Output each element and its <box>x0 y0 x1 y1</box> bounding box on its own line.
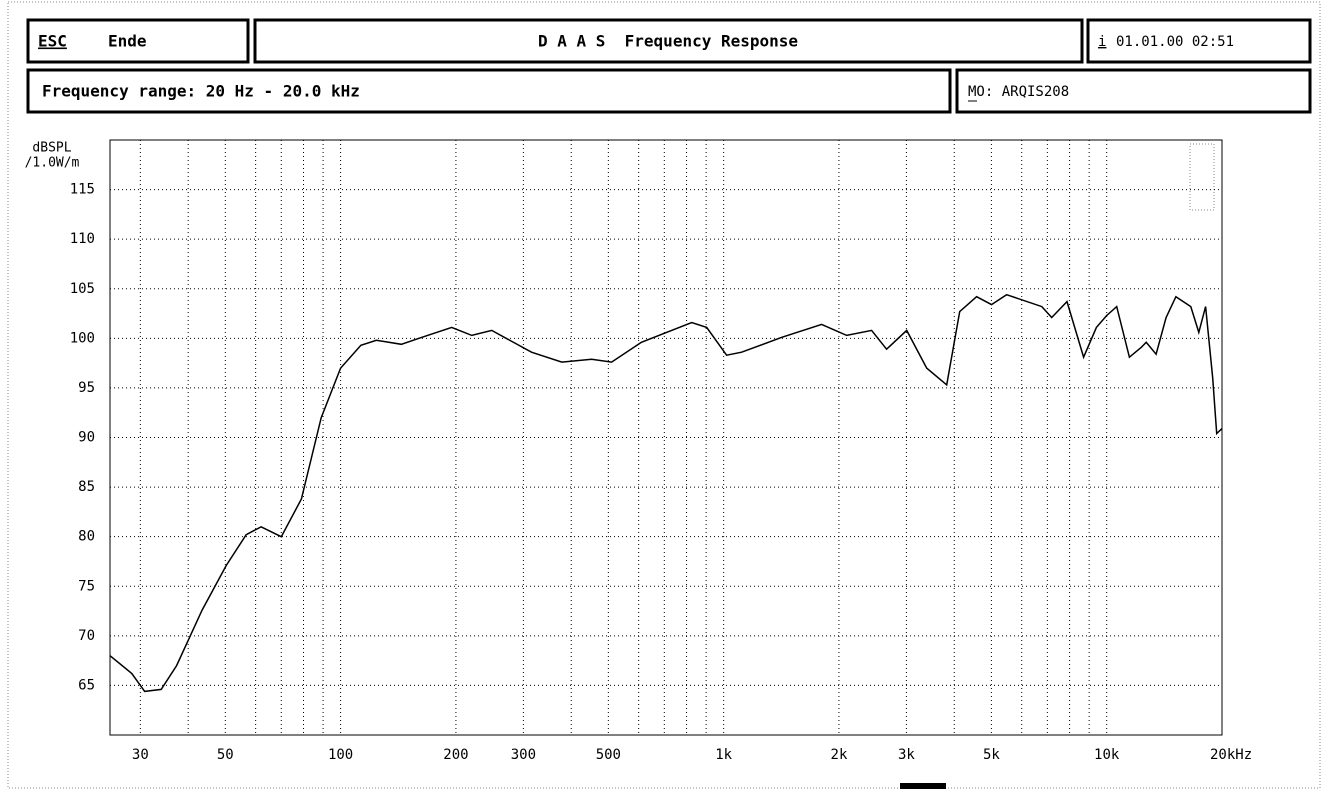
y-tick-label: 100 <box>70 330 95 346</box>
x-tick-label: 20kHz <box>1210 747 1252 763</box>
scale-icon <box>1189 143 1215 211</box>
y-tick-label: 85 <box>78 479 95 495</box>
y-tick-label: 110 <box>70 231 95 247</box>
x-tick-label: 500 <box>596 747 621 763</box>
x-tick-label: 300 <box>511 747 536 763</box>
y-label: /1.0W/m <box>25 156 80 171</box>
y-label: dBSPL <box>32 141 71 156</box>
range: Frequency range: 20 Hz - 20.0 kHz <box>42 82 360 101</box>
y-tick-label: 70 <box>78 628 95 644</box>
info-key[interactable]: i <box>1098 34 1106 50</box>
range-box <box>26 68 952 114</box>
esc-box[interactable] <box>26 18 250 64</box>
info-box[interactable] <box>1086 18 1312 64</box>
x-tick-label: 2k <box>831 747 848 763</box>
y-tick-label: 75 <box>78 578 95 594</box>
x-tick-label: 10k <box>1094 747 1120 763</box>
y-tick-label: 90 <box>78 430 95 446</box>
response-curve <box>109 293 1223 693</box>
plot: 65 70 75 80 85 90 95 100 105 110 115 30 50 100 200 300 5… <box>70 139 1252 763</box>
x-tick-label: 3k <box>898 747 915 763</box>
title: D A A S Frequency Response <box>538 32 798 51</box>
x-tick-label: 1k <box>715 747 732 763</box>
x-tick-label: 50 <box>217 747 234 763</box>
datetime: 01.01.00 02:51 <box>1116 34 1234 50</box>
cursor <box>900 783 946 789</box>
y-tick-label: 115 <box>70 182 95 198</box>
esc-key[interactable]: ESC <box>38 32 67 51</box>
y-tick-label: 80 <box>78 529 95 545</box>
icon <box>1189 143 1215 211</box>
title-box <box>253 18 1084 64</box>
frame <box>7 1 1321 789</box>
x-tick-label: 5k <box>983 747 1000 763</box>
x-tick-label: 200 <box>443 747 468 763</box>
x-tick-label: 100 <box>328 747 353 763</box>
model-box[interactable] <box>955 68 1312 114</box>
plot-border <box>109 139 1223 736</box>
esc-action[interactable]: Ende <box>108 32 147 51</box>
y-tick-label: 65 <box>78 677 95 693</box>
y-tick-label: 105 <box>70 281 95 297</box>
model[interactable]: MO: ARQIS208 <box>968 84 1069 100</box>
y-tick-label: 95 <box>78 380 95 396</box>
x-tick-label: 30 <box>132 747 149 763</box>
